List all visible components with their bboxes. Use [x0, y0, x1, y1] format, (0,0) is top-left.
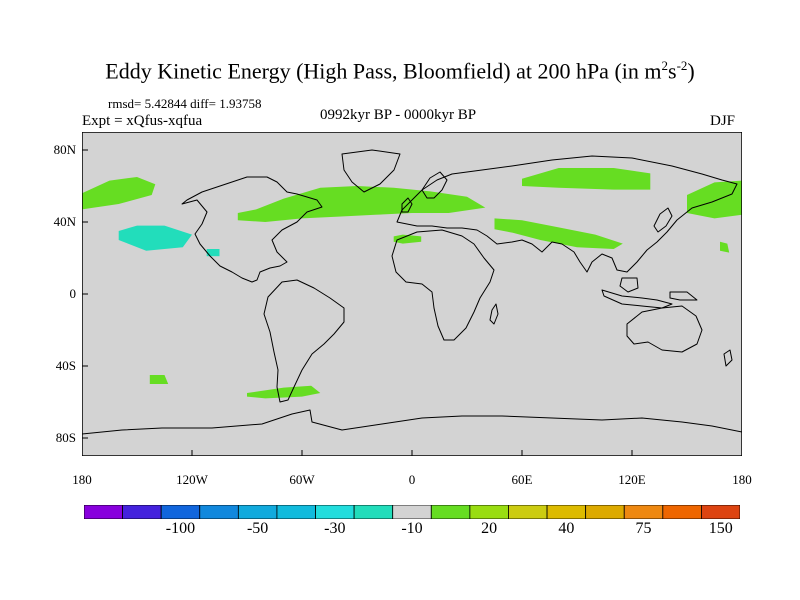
coast-australia: [626, 305, 703, 353]
colorbar-swatch: [623, 505, 664, 519]
colorbar-label: -30: [324, 520, 346, 537]
coastlines: [82, 149, 742, 435]
colorbar-swatch: [469, 505, 509, 519]
colorbar-label: 20: [481, 520, 498, 537]
title-sup2: -2: [676, 58, 688, 73]
colorbar-swatch: [237, 505, 278, 519]
region-north-pacific-east: [82, 177, 156, 210]
coast-new-guinea: [669, 291, 698, 301]
period-label: 0992kyr BP - 0000kyr BP: [320, 107, 477, 123]
region-asian-jet: [494, 218, 623, 249]
region-north-pacific-west: [687, 180, 742, 219]
region-baja-negative: [206, 249, 220, 257]
y-axis-label: 80N: [53, 142, 76, 157]
title-sup1: 2: [661, 58, 669, 73]
x-axis-label: 120W: [176, 472, 208, 487]
stats-text: rmsd= 5.42844 diff= 1.93758: [108, 96, 262, 111]
region-north-pacific-negative: [118, 225, 192, 251]
coast-antarctica: [82, 409, 742, 435]
region-east-pacific-small: [720, 241, 730, 253]
title-main: Eddy Kinetic Energy (High Pass, Bloomfie…: [105, 58, 662, 84]
season-label: DJF: [710, 113, 736, 129]
x-axis-label: 60W: [289, 472, 315, 487]
coast-scandinavia: [421, 171, 448, 199]
coast-north-america: [181, 176, 323, 283]
experiment-label: Expt = xQfus-xqfua: [82, 113, 203, 129]
colorbar-swatch: [122, 505, 162, 519]
title-end: ): [687, 58, 695, 84]
x-axis-label: 60E: [511, 472, 533, 487]
chart-title: Eddy Kinetic Energy (High Pass, Bloomfie…: [0, 58, 800, 84]
y-axis-label: 40N: [53, 214, 76, 229]
colorbar-swatch: [662, 505, 702, 519]
x-axis-label: 180: [732, 472, 752, 487]
colorbar-swatch: [84, 505, 123, 519]
colorbar-swatch: [430, 505, 471, 519]
colorbar-label: -10: [401, 520, 423, 537]
coast-greenland: [341, 149, 401, 193]
coast-indonesia: [601, 289, 673, 309]
region-south-pacific-patch: [149, 375, 169, 384]
coast-new-zealand: [723, 349, 733, 367]
coast-south-america: [263, 279, 345, 403]
y-axis-label: 40S: [55, 358, 76, 373]
coast-borneo: [619, 277, 639, 293]
anomaly-regions: [82, 168, 742, 399]
colorbar-swatch: [276, 505, 316, 519]
coast-eurasia: [396, 155, 738, 273]
x-axis-label: 0: [408, 472, 416, 487]
x-axis-label: 120E: [618, 472, 646, 487]
colorbar-swatch: [353, 505, 394, 519]
colorbar-swatch: [701, 505, 740, 519]
colorbar-swatch: [199, 505, 239, 519]
colorbar-label: -100: [165, 520, 196, 537]
coast-africa: [391, 229, 495, 341]
colorbar-swatch: [392, 505, 432, 519]
region-siberia: [522, 168, 651, 190]
colorbar-label: 150: [708, 520, 733, 537]
colorbar-swatch: [315, 505, 355, 519]
world-map: [82, 132, 742, 456]
coast-madagascar: [489, 303, 499, 325]
axis-ticks: [82, 149, 742, 456]
region-north-africa: [393, 234, 422, 244]
colorbar-swatch: [546, 505, 587, 519]
coast-british-isles: [401, 197, 413, 213]
colorbar-label: 40: [558, 520, 575, 537]
y-axis-label: 0: [69, 286, 77, 301]
coast-japan: [653, 207, 673, 233]
colorbar: [84, 505, 740, 519]
y-axis-label: 80S: [55, 430, 76, 445]
x-axis-label: 180: [72, 472, 92, 487]
colorbar-swatch: [160, 505, 201, 519]
title-mid: s: [668, 58, 677, 84]
colorbar-label: 75: [635, 520, 652, 537]
region-drake-passage: [247, 385, 321, 399]
colorbar-swatch: [585, 505, 625, 519]
colorbar-label: -50: [246, 520, 269, 537]
colorbar-swatch: [508, 505, 548, 519]
